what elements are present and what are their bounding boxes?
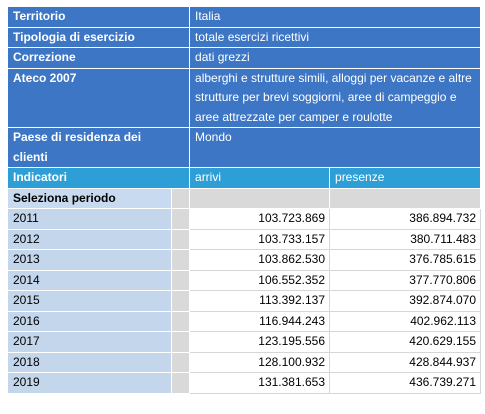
presenze-cell: 376.785.615	[329, 249, 482, 271]
header-value-correzione: dati grezzi	[189, 47, 482, 69]
header-value-ateco: alberghi e strutture simili, alloggi per…	[189, 67, 482, 128]
arrivi-cell: 128.100.932	[189, 351, 331, 373]
indicator-presenze: presenze	[329, 167, 482, 189]
header-row: Tipologia di esercizio totale esercizi r…	[6, 26, 482, 48]
year-cell: 2017	[7, 331, 172, 353]
gap-cell	[170, 269, 191, 291]
header-label-tipologia: Tipologia di esercizio	[6, 26, 191, 48]
gap-cell	[170, 228, 191, 250]
table-row: 2016 116.944.243 402.962.113	[7, 310, 482, 332]
header-value-territorio: Italia	[189, 6, 482, 28]
gap-cell	[170, 290, 191, 312]
presenze-cell: 436.739.271	[329, 372, 482, 394]
header-value-tipologia: totale esercizi ricettivi	[189, 26, 482, 48]
gap-cell	[170, 208, 191, 230]
year-cell: 2015	[7, 290, 172, 312]
gap-cell	[170, 372, 191, 394]
arrivi-cell: 103.723.869	[189, 208, 331, 230]
table-row: 2018 128.100.932 428.844.937	[7, 351, 482, 373]
year-cell: 2013	[7, 249, 172, 271]
table-row: 2011 103.723.869 386.894.732	[7, 208, 482, 230]
header-label-correzione: Correzione	[6, 47, 191, 69]
presenze-cell: 392.874.070	[329, 290, 482, 312]
year-cell: 2016	[7, 310, 172, 332]
indicators-label: Indicatori	[6, 167, 191, 189]
arrivi-cell: 123.195.556	[189, 331, 331, 353]
table-row: 2012 103.733.157 380.711.483	[7, 228, 482, 250]
year-cell: 2018	[7, 351, 172, 373]
period-row: Seleziona periodo	[7, 187, 482, 209]
period-empty-cell	[189, 187, 331, 209]
header-label-territorio: Territorio	[6, 6, 191, 28]
year-cell: 2014	[7, 269, 172, 291]
header-value-paese: Mondo	[189, 127, 482, 168]
year-cell: 2012	[7, 228, 172, 250]
table-row: 2017 123.195.556 420.629.155	[7, 331, 482, 353]
presenze-cell: 402.962.113	[329, 310, 482, 332]
arrivi-cell: 131.381.653	[189, 372, 331, 394]
arrivi-cell: 103.733.157	[189, 228, 331, 250]
indicator-arrivi: arrivi	[189, 167, 331, 189]
arrivi-cell: 103.862.530	[189, 249, 331, 271]
period-gap-cell	[170, 187, 191, 209]
presenze-cell: 380.711.483	[329, 228, 482, 250]
data-table: Territorio Italia Tipologia di esercizio…	[6, 6, 482, 394]
gap-cell	[170, 351, 191, 373]
header-label-ateco: Ateco 2007	[6, 67, 191, 128]
year-cell: 2011	[7, 208, 172, 230]
arrivi-cell: 113.392.137	[189, 290, 331, 312]
header-row: Ateco 2007 alberghi e strutture simili, …	[6, 67, 482, 128]
presenze-cell: 386.894.732	[329, 208, 482, 230]
gap-cell	[170, 310, 191, 332]
presenze-cell: 377.770.806	[329, 269, 482, 291]
period-label: Seleziona periodo	[7, 187, 172, 209]
gap-cell	[170, 331, 191, 353]
table-row: 2013 103.862.530 376.785.615	[7, 249, 482, 271]
presenze-cell: 420.629.155	[329, 331, 482, 353]
table-row: 2015 113.392.137 392.874.070	[7, 290, 482, 312]
period-empty-cell	[329, 187, 482, 209]
table-row: 2019 131.381.653 436.739.271	[7, 372, 482, 394]
arrivi-cell: 116.944.243	[189, 310, 331, 332]
gap-cell	[170, 249, 191, 271]
header-row: Correzione dati grezzi	[6, 47, 482, 69]
header-label-paese: Paese di residenza dei clienti	[6, 127, 191, 168]
presenze-cell: 428.844.937	[329, 351, 482, 373]
indicators-row: Indicatori arrivi presenze	[6, 167, 482, 189]
table-row: 2014 106.552.352 377.770.806	[7, 269, 482, 291]
header-row: Paese di residenza dei clienti Mondo	[6, 127, 482, 168]
arrivi-cell: 106.552.352	[189, 269, 331, 291]
year-cell: 2019	[7, 372, 172, 394]
header-row: Territorio Italia	[6, 6, 482, 28]
